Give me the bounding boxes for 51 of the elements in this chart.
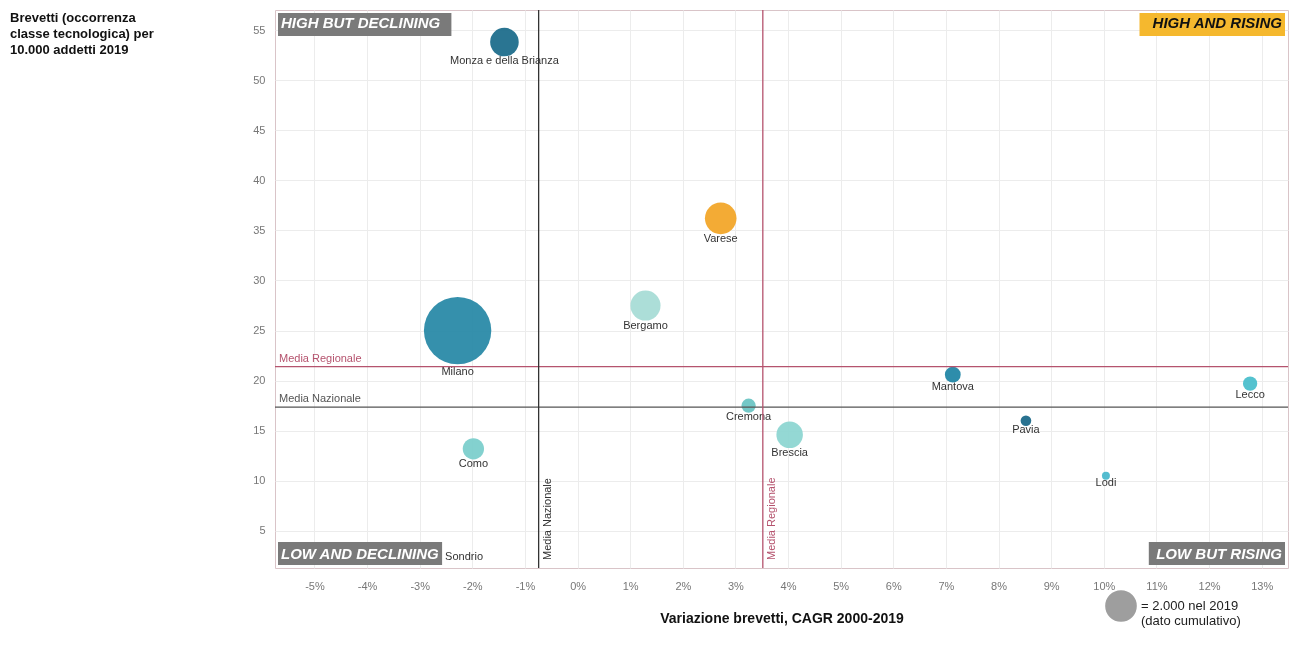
y-tick-label: 25: [253, 324, 266, 337]
x-tick-label: 8%: [991, 579, 1008, 592]
x-tick-label: -1%: [515, 579, 536, 592]
y-tick-label: 20: [253, 374, 266, 387]
series-label: Milano: [441, 364, 474, 377]
annotation: LOW AND DECLINING: [281, 545, 440, 562]
x-tick-label: 0%: [570, 579, 587, 592]
y-tick-label: 35: [253, 223, 266, 236]
x-tick-label: 12%: [1198, 579, 1221, 592]
annotation: HIGH AND RISING: [1152, 14, 1283, 31]
y-tick-label: 55: [253, 23, 266, 36]
x-tick-label: -2%: [463, 579, 483, 592]
annotation: HIGH BUT DECLINING: [281, 14, 441, 31]
x-tick-label: 11%: [1146, 579, 1168, 592]
x-tick-label: 9%: [1043, 579, 1060, 592]
x-tick-label: 10%: [1093, 579, 1116, 592]
y-tick-label: 5: [259, 524, 266, 537]
ref-line-label: Media Regionale: [279, 351, 362, 364]
annotation: LOW BUT RISING: [1156, 545, 1283, 562]
ref-line-label: Media Regionale: [764, 477, 777, 560]
y-tick-label: 10: [253, 474, 266, 487]
annotation: Sondrio: [445, 550, 484, 562]
x-axis-title: Variazione brevetti, CAGR 2000-2019: [660, 609, 904, 626]
x-tick-label: 3%: [728, 579, 745, 592]
series-label: Brescia: [771, 445, 809, 458]
x-tick-label: -3%: [410, 579, 431, 592]
x-tick-label: 2%: [675, 579, 692, 592]
series-label: Lecco: [1235, 387, 1265, 400]
y-tick-label: 40: [253, 173, 266, 186]
series-label: Como: [458, 456, 489, 469]
legend-label: = 2.000 nel 2019 (dato cumulativo): [1141, 598, 1241, 628]
series-label: Varese: [703, 232, 738, 245]
x-tick-label: -5%: [305, 579, 325, 592]
y-tick-label: 30: [253, 273, 266, 286]
x-tick-label: 1%: [622, 579, 639, 592]
text: Brevetti (occorrenza classe tecnologica) per 10.000 addetti 2019: [10, 10, 154, 57]
series-label: Lodi: [1095, 476, 1117, 489]
x-tick-label: 4%: [780, 579, 797, 592]
y-tick-label: 45: [253, 123, 266, 136]
y-tick-label: 50: [253, 73, 266, 86]
series-label: Pavia: [1012, 422, 1041, 435]
x-tick-label: 5%: [833, 579, 850, 592]
x-tick-label: 7%: [938, 579, 955, 592]
x-tick-label: 6%: [885, 579, 902, 592]
x-tick-label: -4%: [357, 579, 378, 592]
y-tick-label: 15: [253, 424, 266, 437]
series-label: Mantova: [931, 379, 975, 392]
ref-line-label: Media Nazionale: [540, 478, 553, 560]
ref-line-label: Media Nazionale: [279, 392, 361, 405]
series-label: Bergamo: [623, 318, 668, 331]
x-tick-label: 13%: [1251, 579, 1274, 592]
